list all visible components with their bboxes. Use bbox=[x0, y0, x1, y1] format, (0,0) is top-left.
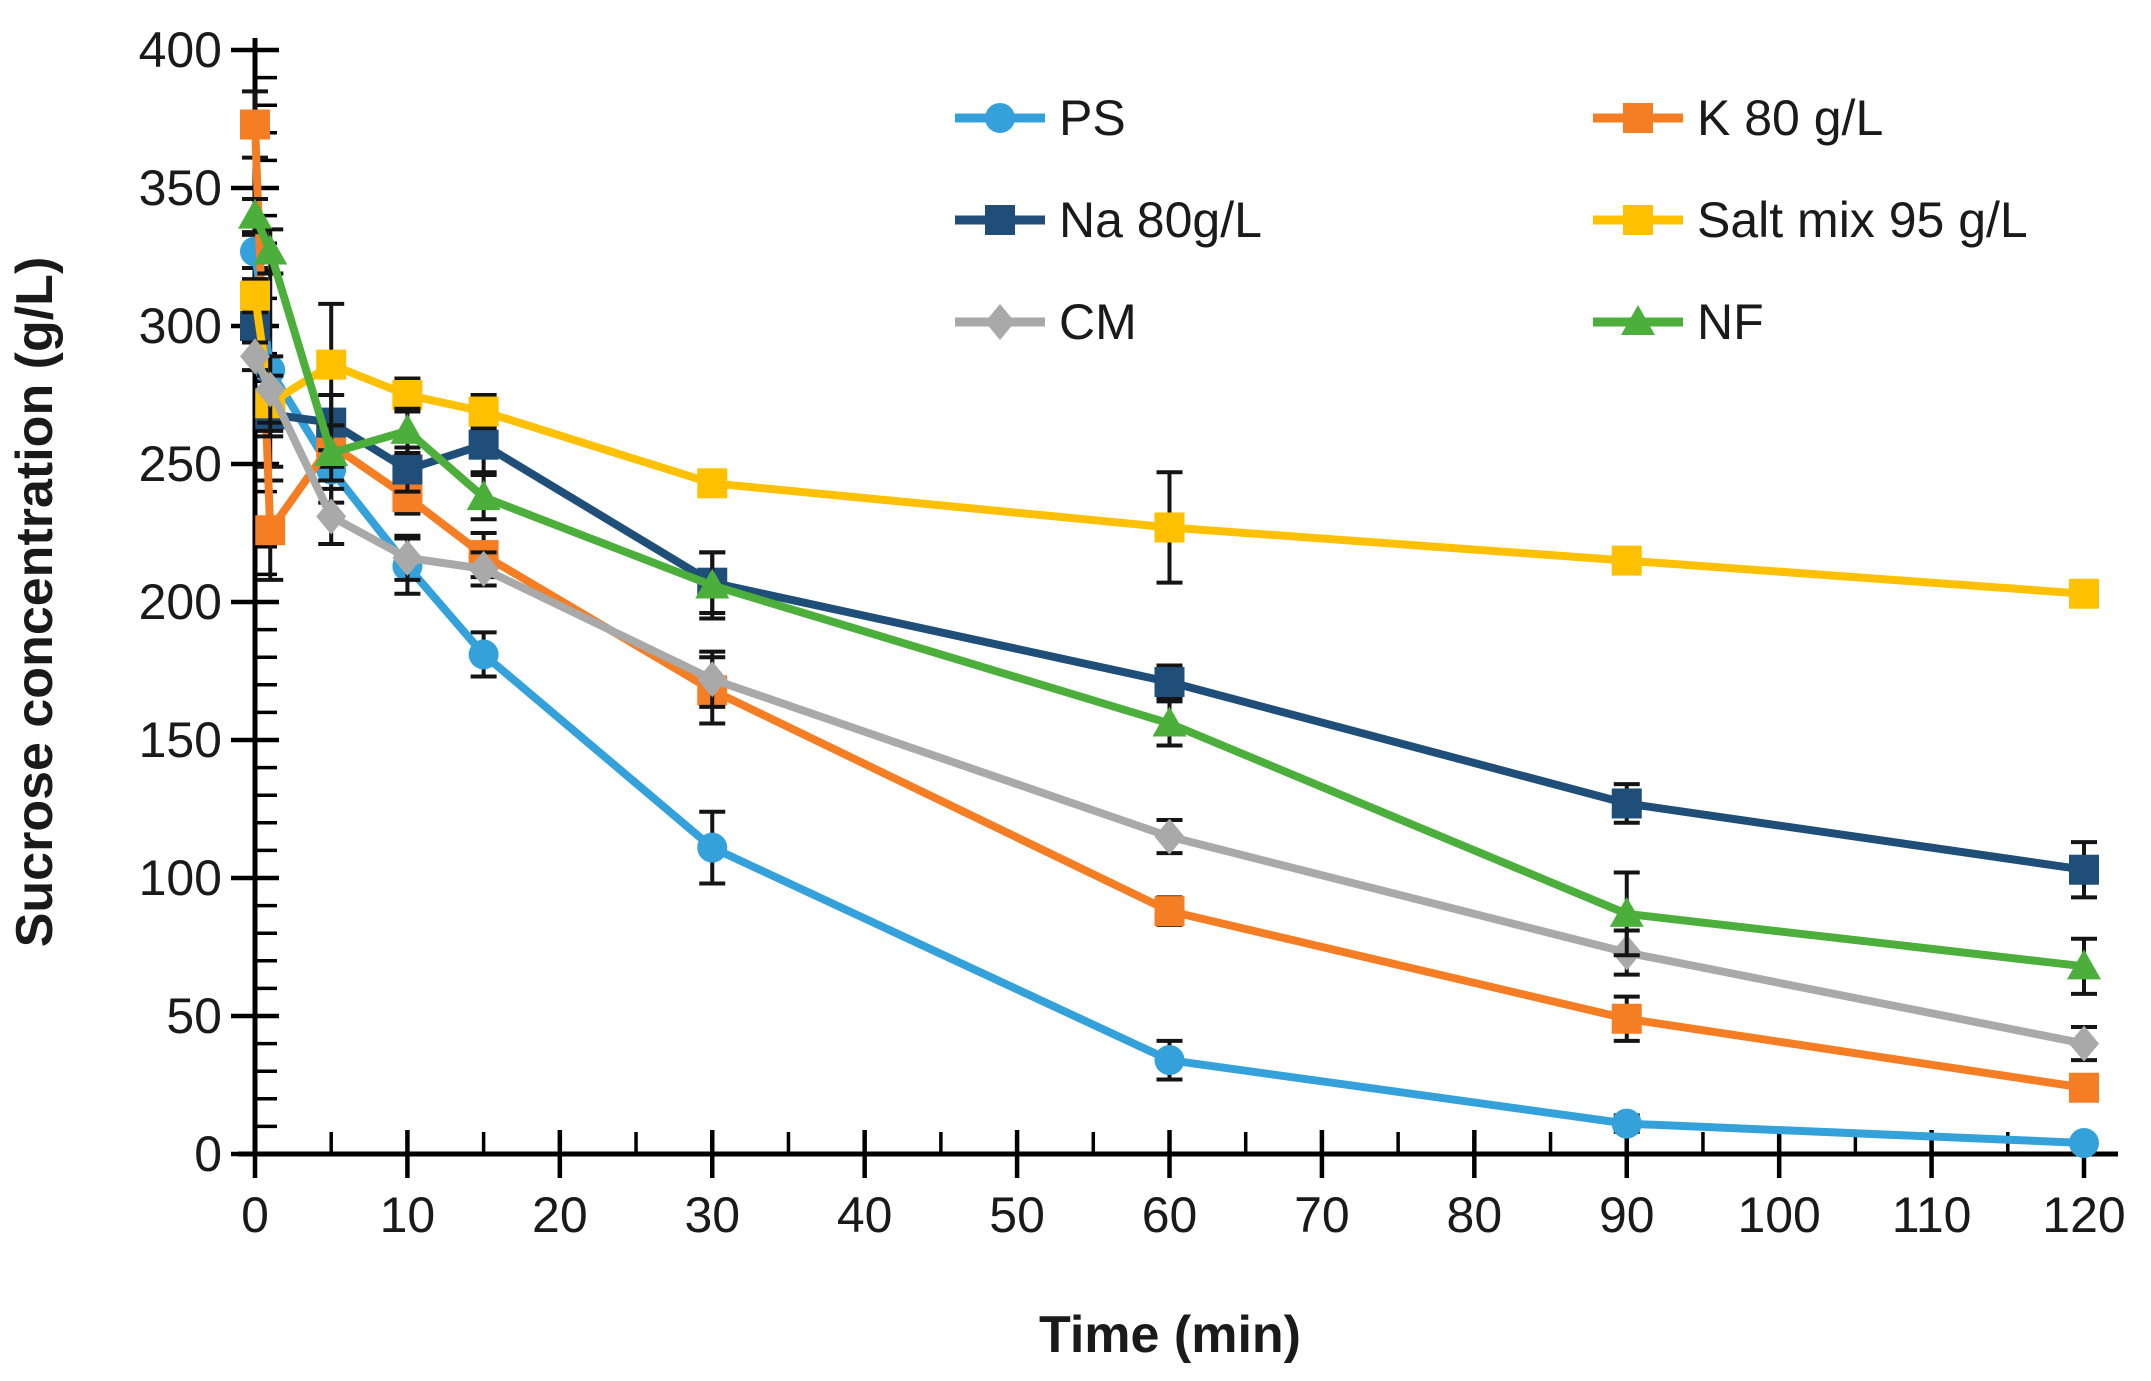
data-point-marker bbox=[468, 550, 499, 587]
data-point-marker bbox=[1154, 512, 1185, 543]
data-point-marker bbox=[468, 639, 499, 670]
data-point-marker bbox=[238, 198, 272, 229]
x-tick-label: 100 bbox=[1737, 1187, 1820, 1243]
legend-label: K 80 g/L bbox=[1697, 90, 1883, 146]
legend-label: Salt mix 95 g/L bbox=[1697, 192, 2028, 248]
series-Na-80g-L bbox=[240, 310, 2099, 900]
y-tick-label: 200 bbox=[139, 574, 222, 630]
data-point-marker bbox=[1154, 896, 1185, 927]
series-NF bbox=[238, 197, 2101, 996]
series-line bbox=[251, 322, 2088, 874]
x-tick-label: 60 bbox=[1142, 1187, 1198, 1243]
data-point-marker bbox=[2069, 1025, 2099, 1062]
legend-item-Salt-mix-95-g-L: Salt mix 95 g/L bbox=[1593, 192, 2028, 248]
x-tick-label: 90 bbox=[1599, 1187, 1655, 1243]
series-CM bbox=[240, 338, 2099, 1063]
data-point-marker bbox=[240, 338, 270, 375]
x-axis-title: Time (min) bbox=[1039, 1306, 1301, 1364]
data-point-marker bbox=[1609, 896, 1644, 927]
legend-marker-square bbox=[985, 205, 1015, 235]
data-point-marker bbox=[1154, 667, 1185, 698]
legend-item-PS: PS bbox=[955, 90, 1126, 146]
x-tick-label: 110 bbox=[1892, 1187, 1972, 1243]
data-point-marker bbox=[2069, 854, 2099, 885]
data-point-marker bbox=[2069, 1072, 2099, 1103]
data-point-marker bbox=[316, 349, 347, 380]
legend-item-NF: NF bbox=[1593, 294, 1764, 350]
y-tick-label: 300 bbox=[139, 298, 222, 354]
data-point-marker bbox=[316, 498, 347, 535]
legend: PS K 80 g/L Na 80g/L Salt mix 95 g/L CM NF bbox=[955, 90, 2028, 350]
series-Salt-mix-95-g-L bbox=[240, 277, 2099, 609]
data-point-marker bbox=[240, 280, 270, 311]
y-tick-label: 100 bbox=[139, 850, 222, 906]
x-tick-label: 40 bbox=[837, 1187, 893, 1243]
axes: 0 50 100 150 200 250 300 350 400 0 10 20 30 40 50 60 70 8… bbox=[139, 22, 2126, 1243]
data-point-marker bbox=[468, 396, 499, 427]
series-layer bbox=[238, 89, 2101, 1158]
data-point-marker bbox=[466, 480, 501, 511]
legend-label: CM bbox=[1059, 294, 1137, 350]
legend-item-Na-80g-L: Na 80g/L bbox=[955, 192, 1262, 248]
data-point-marker bbox=[255, 515, 286, 546]
data-point-marker bbox=[240, 109, 270, 140]
data-point-marker bbox=[695, 568, 730, 599]
legend-marker-diamond bbox=[985, 304, 1015, 340]
series-line bbox=[251, 120, 2088, 1092]
legend-label: Na 80g/L bbox=[1059, 192, 1262, 248]
x-tick-label: 20 bbox=[532, 1187, 588, 1243]
data-point-marker bbox=[697, 832, 728, 863]
x-tick-label: 10 bbox=[380, 1187, 436, 1243]
x-tick-label: 50 bbox=[989, 1187, 1045, 1243]
x-tick-label: 70 bbox=[1294, 1187, 1350, 1243]
data-point-marker bbox=[2069, 578, 2099, 609]
y-tick-label: 0 bbox=[194, 1126, 222, 1182]
legend-label: PS bbox=[1059, 90, 1126, 146]
data-point-marker bbox=[697, 468, 728, 499]
y-tick-label: 50 bbox=[166, 988, 222, 1044]
data-point-marker bbox=[314, 435, 349, 466]
data-point-marker bbox=[390, 413, 425, 444]
data-point-marker bbox=[1611, 788, 1642, 819]
data-point-marker bbox=[468, 429, 499, 460]
y-tick-label: 250 bbox=[139, 436, 222, 492]
legend-marker-circle bbox=[985, 103, 1015, 133]
data-point-marker bbox=[1611, 1108, 1642, 1139]
legend-item-K-80-g-L: K 80 g/L bbox=[1593, 90, 1883, 146]
y-tick-label: 150 bbox=[139, 712, 222, 768]
data-point-marker bbox=[255, 371, 286, 408]
y-tick-label: 400 bbox=[139, 22, 222, 78]
data-point-marker bbox=[2069, 1127, 2099, 1158]
data-point-marker bbox=[392, 454, 423, 485]
data-point-marker bbox=[1611, 545, 1642, 576]
legend-marker-square bbox=[1623, 205, 1653, 235]
data-point-marker bbox=[1152, 706, 1187, 737]
y-axis-title: Sucrose concentration (g/L) bbox=[6, 257, 64, 948]
legend-item-CM: CM bbox=[955, 294, 1137, 350]
x-tick-label: 120 bbox=[2042, 1187, 2125, 1243]
legend-marker-square bbox=[1623, 103, 1653, 133]
data-point-marker bbox=[697, 661, 728, 698]
x-tick-label: 30 bbox=[684, 1187, 740, 1243]
legend-marker-triangle bbox=[1621, 305, 1655, 335]
x-tick-label: 0 bbox=[241, 1187, 269, 1243]
data-point-marker bbox=[1154, 818, 1185, 855]
data-point-marker bbox=[1154, 1045, 1185, 1076]
data-point-marker bbox=[392, 539, 423, 576]
data-point-marker bbox=[392, 380, 423, 410]
y-tick-label: 350 bbox=[139, 160, 222, 216]
data-point-marker bbox=[253, 234, 288, 265]
x-tick-label: 80 bbox=[1447, 1187, 1503, 1243]
legend-label: NF bbox=[1697, 294, 1764, 350]
data-point-marker bbox=[2067, 949, 2101, 980]
data-point-marker bbox=[1611, 1003, 1642, 1034]
